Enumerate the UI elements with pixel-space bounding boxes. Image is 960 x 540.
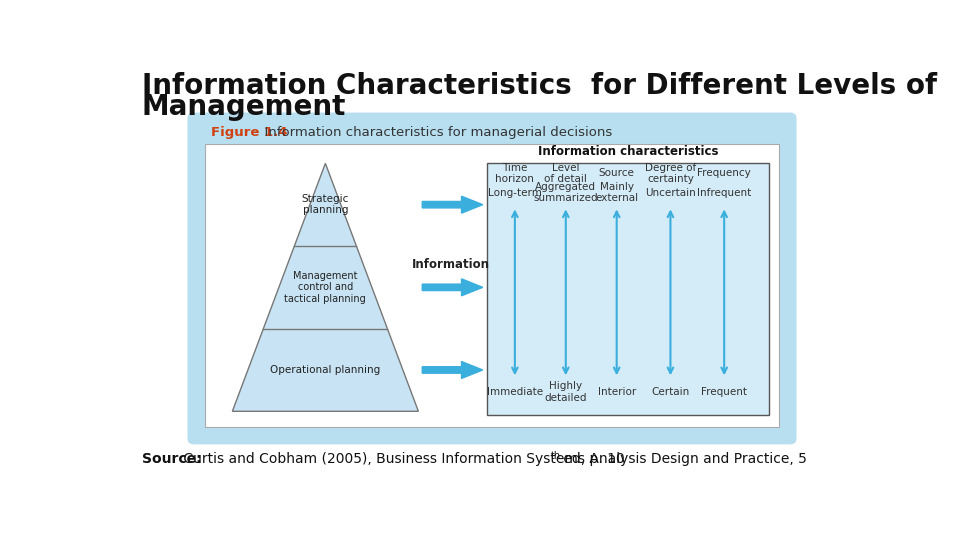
FancyBboxPatch shape bbox=[205, 144, 779, 427]
Text: Information: Information bbox=[412, 258, 490, 271]
Text: Aggregated
summarized: Aggregated summarized bbox=[534, 182, 598, 204]
Text: Strategic
planning: Strategic planning bbox=[301, 194, 349, 215]
FancyArrow shape bbox=[422, 196, 483, 213]
Text: Certain: Certain bbox=[651, 387, 689, 397]
Text: Source: Source bbox=[599, 168, 635, 178]
Text: Frequent: Frequent bbox=[701, 387, 747, 397]
FancyBboxPatch shape bbox=[487, 164, 770, 415]
FancyBboxPatch shape bbox=[187, 112, 797, 444]
Polygon shape bbox=[232, 164, 419, 411]
Text: Interior: Interior bbox=[597, 387, 636, 397]
Text: Operational planning: Operational planning bbox=[271, 365, 380, 375]
Text: Highly
detailed: Highly detailed bbox=[544, 381, 587, 403]
Text: Infrequent: Infrequent bbox=[697, 187, 752, 198]
FancyArrow shape bbox=[422, 361, 483, 379]
Text: Information characteristics: Information characteristics bbox=[538, 145, 718, 158]
Text: Level
of detail: Level of detail bbox=[544, 163, 588, 184]
Text: Information Characteristics  for Different Levels of: Information Characteristics for Differen… bbox=[142, 72, 937, 100]
Text: Mainly
external: Mainly external bbox=[595, 182, 638, 204]
Text: Information characteristics for managerial decisions: Information characteristics for manageri… bbox=[255, 126, 612, 139]
Text: Immediate: Immediate bbox=[487, 387, 543, 397]
Text: Long-term: Long-term bbox=[488, 187, 541, 198]
Text: th: th bbox=[551, 451, 561, 461]
Text: Degree of
certainty: Degree of certainty bbox=[645, 163, 696, 184]
Text: Management
control and
tactical planning: Management control and tactical planning bbox=[284, 271, 367, 304]
Text: Frequency: Frequency bbox=[697, 168, 751, 178]
Text: Figure 1.4: Figure 1.4 bbox=[210, 126, 287, 139]
FancyArrow shape bbox=[422, 279, 483, 296]
Text: Time
horizon: Time horizon bbox=[495, 163, 535, 184]
Text: Uncertain: Uncertain bbox=[645, 187, 696, 198]
Text: Source:: Source: bbox=[142, 452, 202, 466]
Text: ed, p. 10: ed, p. 10 bbox=[560, 452, 625, 466]
Text: Management: Management bbox=[142, 93, 346, 122]
Text: Curtis and Cobham (2005), Business Information Systems Analysis Design and Pract: Curtis and Cobham (2005), Business Infor… bbox=[179, 452, 806, 466]
